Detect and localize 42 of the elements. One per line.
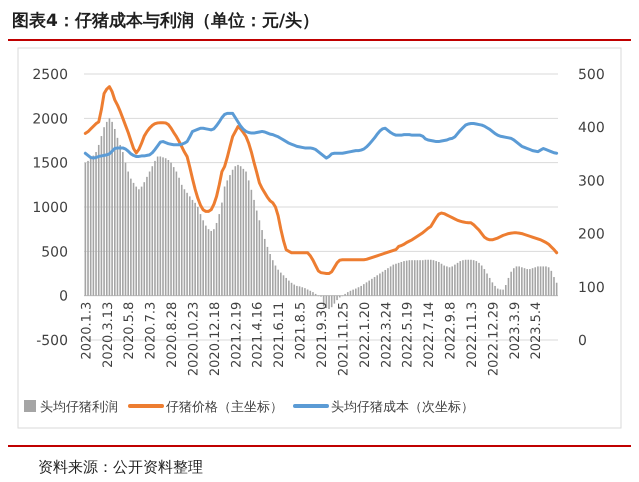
y-tick-label: 500 bbox=[41, 244, 68, 260]
x-tick-label: 2022.9.8 bbox=[444, 302, 459, 360]
x-tick-label: 2020.12.18 bbox=[208, 302, 223, 376]
x-tick-label: 2020.7.3 bbox=[144, 302, 159, 360]
y2-tick-label: 400 bbox=[578, 120, 605, 136]
x-tick-label: 2022.1.20 bbox=[358, 302, 373, 368]
x-tick-label: 2022.11.3 bbox=[464, 302, 480, 368]
legend-label: 头均仔猪成本（次坐标） bbox=[331, 400, 474, 415]
x-tick-label: 2021.4.16 bbox=[250, 302, 266, 368]
x-tick-label: 2021.9.30 bbox=[315, 302, 330, 368]
x-tick-label: 2023.3.9 bbox=[508, 302, 523, 360]
x-tick-label: 2022.7.14 bbox=[422, 302, 438, 368]
y2-tick-label: 500 bbox=[578, 67, 605, 83]
x-tick-label: 2021.2.19 bbox=[229, 302, 244, 368]
x-tick-label: 2022.3.24 bbox=[379, 302, 394, 368]
y2-tick-label: 0 bbox=[578, 333, 587, 349]
y-tick-label: 1500 bbox=[32, 156, 68, 172]
legend-label: 仔猪价格（主坐标） bbox=[166, 399, 283, 415]
chart-title: 图表4：仔猪成本与利润（单位：元/头） bbox=[12, 11, 320, 31]
text: 资料来源：公开资料整理 bbox=[38, 458, 203, 476]
y-tick-label: 2500 bbox=[32, 67, 68, 83]
y2-tick-label: 100 bbox=[578, 280, 605, 296]
x-tick-label: 2022.12.29 bbox=[486, 302, 502, 376]
x-tick-label: 2022.5.19 bbox=[400, 302, 416, 368]
x-tick-label: 2021.6.11 bbox=[272, 302, 288, 368]
x-tick-label: 2020.1.3 bbox=[79, 302, 94, 360]
y2-tick-label: 200 bbox=[578, 226, 605, 243]
x-tick-label: 2020.10.23 bbox=[186, 302, 202, 376]
line-series bbox=[84, 85, 558, 275]
y2-tick-label: 300 bbox=[578, 173, 605, 190]
x-tick-label: 2020.3.13 bbox=[100, 302, 116, 368]
y-tick-label: 0 bbox=[59, 288, 68, 305]
x-tick-label: 2023.5.4 bbox=[529, 302, 544, 360]
y-tick-label: -500 bbox=[36, 333, 68, 349]
legend-label: 头均仔猪利润 bbox=[40, 400, 118, 415]
y-tick-label: 1000 bbox=[32, 200, 68, 216]
x-tick-label: 2021.8.5 bbox=[294, 302, 309, 360]
x-tick-label: 2020.5.8 bbox=[122, 302, 138, 360]
y-tick-label: 2000 bbox=[32, 111, 68, 128]
x-tick-label: 2020.8.28 bbox=[165, 302, 180, 368]
x-tick-label: 2021.11.25 bbox=[336, 302, 352, 376]
line-series bbox=[84, 112, 558, 160]
